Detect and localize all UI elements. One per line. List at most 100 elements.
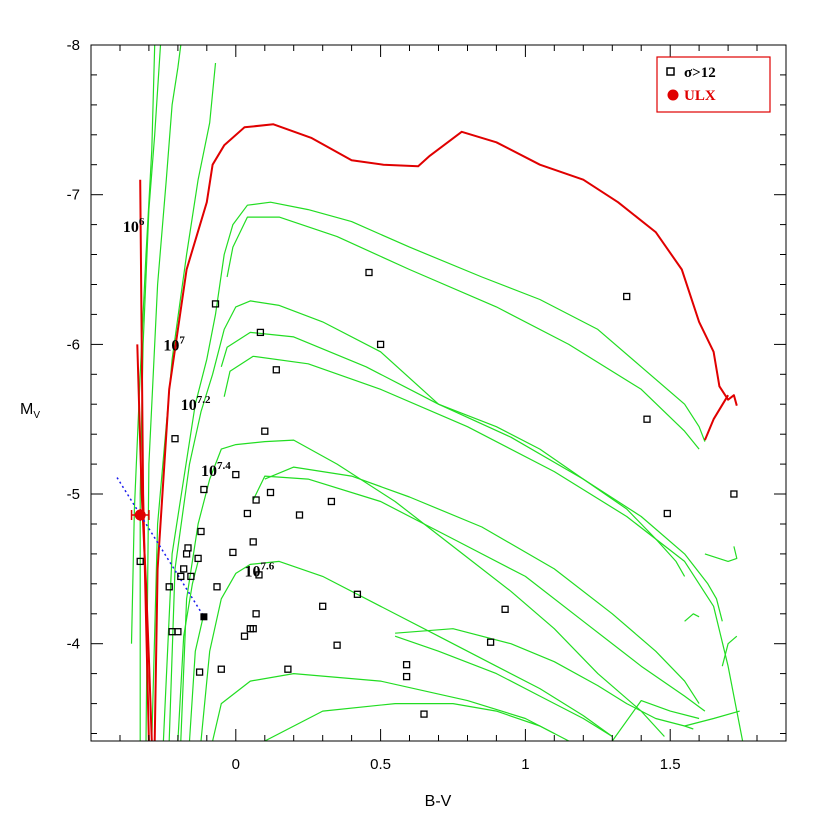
isochrone-label-base: 10 [123,219,139,236]
data-point-17 [229,548,237,557]
legend: σ>12 ULX [656,56,771,113]
legend-label-sigma: σ>12 [684,65,716,81]
data-point-16 [217,665,225,673]
green-track-23 [721,635,738,667]
isochrone-curves [130,45,744,741]
x-tick-label-1: 0.5 [370,756,391,773]
data-points [136,268,738,718]
green-track-15 [177,561,199,741]
data-point-8 [187,572,195,581]
data-point-2 [168,628,176,636]
isochrone-label-exp: 7 [179,334,185,346]
isochrone-label-base: 10 [201,463,217,480]
data-point-0 [136,557,144,566]
data-point-44 [623,292,631,301]
isochrone-label-exp: 7.4 [217,460,231,472]
data-point-27 [256,328,265,337]
y-tick-label-2: -6 [67,336,80,353]
data-point-29 [266,488,275,497]
green-track-0 [130,45,156,644]
data-point-46 [663,509,671,518]
data-point-45 [643,415,651,423]
ulx-point [134,509,146,521]
red-track-26 [703,394,729,441]
x-tick-label-0: 0 [232,756,240,773]
isochrone-label-base: 10 [163,337,179,354]
green-track-6 [168,300,686,741]
data-point-15 [213,583,221,591]
legend-marker-ulx [667,89,679,101]
y-tick-label-4: -8 [67,37,80,54]
data-point-38 [376,340,385,349]
fit-line [116,477,205,618]
legend-box [656,56,771,113]
data-point-41 [420,710,428,718]
green-track-10 [264,466,700,704]
green-track-20 [684,710,740,727]
data-point-19 [240,632,249,640]
green-track-21 [704,546,738,562]
green-track-8 [223,355,744,741]
fit-line-group [116,477,205,618]
isochrone-label-exp: 7.2 [197,394,211,406]
green-track-16 [188,613,205,741]
data-point-30 [272,366,280,374]
y-axis-label: MV [20,401,40,421]
isochrone-label-exp: 7.6 [260,560,274,572]
green-track-12 [200,560,613,741]
green-track-4 [162,201,706,741]
data-point-4 [177,572,185,581]
data-point-32 [295,511,304,519]
data-point-1 [165,583,173,591]
isochrone-label-4: 107.6 [244,560,274,580]
red-track-25 [153,123,738,741]
green-track-17 [395,628,694,730]
data-point-13 [195,668,204,676]
data-point-22 [249,625,257,633]
data-point-31 [284,665,292,673]
data-point-10 [197,527,205,536]
data-point-35 [333,641,341,649]
ulx-marker-group [130,509,150,521]
x-axis-label: B-V [425,793,452,810]
data-point-3 [174,628,182,636]
green-track-9 [180,439,665,741]
isochrone-label-0: 106 [123,216,145,236]
isochrone-label-1: 107 [163,334,185,354]
data-point-11 [200,485,208,494]
x-axis-ticks: 0 0.5 1 1.5 [119,45,758,773]
isochrone-label-2: 107.2 [181,394,211,414]
green-track-13 [212,673,555,741]
green-track-18 [394,635,613,738]
isochrone-label-base: 10 [181,397,197,414]
data-point-9 [194,554,202,563]
data-point-26 [255,571,263,579]
isochrone-label-base: 10 [244,563,260,580]
data-point-40 [402,672,411,681]
red-track-27 [136,344,153,741]
data-point-37 [365,268,373,277]
green-track-5 [226,216,700,450]
y-axis-label-sub: V [33,410,40,421]
data-point-14 [211,300,220,308]
y-axis-label-main: M [20,401,33,418]
data-point-36 [353,590,362,598]
data-point-5 [180,565,188,573]
green-track-22 [684,613,700,622]
y-tick-label-1: -5 [67,486,80,503]
data-point-24 [252,496,260,504]
x-tick-label-2: 1 [521,756,529,773]
green-track-14 [264,703,570,741]
data-point-25 [252,610,260,618]
data-point-18 [232,470,240,479]
data-point-23 [249,538,257,546]
data-point-12 [171,435,179,443]
isochrone-label-3: 107.4 [201,460,231,480]
data-point-6 [182,550,191,558]
green-track-2 [145,45,182,741]
red-track-24 [139,179,150,741]
data-point-34 [327,497,336,506]
y-axis-ticks: -4 -5 -6 -7 -8 [67,37,786,734]
